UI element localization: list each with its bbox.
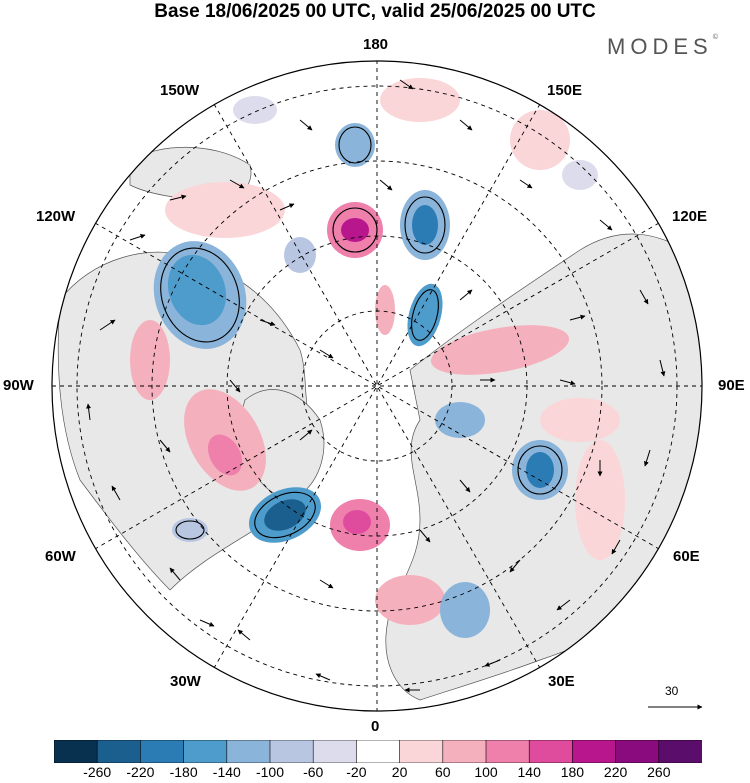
positive-anomaly <box>341 218 369 242</box>
lon-label-150w: 150W <box>160 82 200 99</box>
colorbar-swatch <box>442 740 487 763</box>
positive-anomaly <box>207 434 243 476</box>
positive-anomaly <box>375 285 395 335</box>
graticule <box>52 61 702 711</box>
colorbar-swatch <box>140 740 185 763</box>
positive-anomaly <box>540 398 620 442</box>
colorbar-tick-label: 180 <box>560 764 585 780</box>
colorbar-swatch <box>96 740 142 763</box>
negative-anomaly <box>435 402 485 438</box>
colorbar-swatch <box>572 740 617 763</box>
reference-vector-label: 30 <box>665 684 679 698</box>
positive-anomaly <box>343 510 371 534</box>
wind-vectors <box>86 79 666 693</box>
positive-anomaly <box>375 575 445 625</box>
colorbar-swatch <box>183 740 228 763</box>
colorbar-swatch <box>269 740 315 763</box>
lon-label-90w: 90W <box>3 377 34 394</box>
colorbar-swatch <box>528 740 574 763</box>
lon-label-120e: 120E <box>672 208 708 225</box>
colorbar-swatch <box>485 740 531 763</box>
colorbar-tick-label: 140 <box>517 764 541 780</box>
colorbar-tick-label: 260 <box>647 764 671 780</box>
lon-label-60e: 60E <box>673 548 700 565</box>
positive-anomaly <box>130 320 170 400</box>
colorbar-tick-label: -60 <box>303 764 324 780</box>
polar-anomaly-map <box>51 60 703 712</box>
negative-anomaly <box>562 160 598 190</box>
positive-anomaly <box>380 78 460 122</box>
colorbar-swatch <box>356 740 401 763</box>
colorbar-tick-label: 20 <box>391 764 408 780</box>
lon-label-30w: 30W <box>170 673 201 690</box>
colorbar-tick-label: 100 <box>474 764 498 780</box>
negative-anomaly <box>172 518 208 542</box>
colorbar-tick-label: -100 <box>255 764 285 780</box>
colorbar-swatch <box>226 740 271 763</box>
map-boundary <box>51 60 703 712</box>
negative-anomaly <box>526 452 554 488</box>
negative-anomaly <box>233 96 277 124</box>
colorbar-tick-label: -20 <box>346 764 367 780</box>
colorbar-swatch <box>658 740 702 763</box>
negative-anomaly <box>440 582 490 638</box>
lon-label-0: 0 <box>371 718 380 735</box>
negative-anomaly <box>335 123 375 167</box>
colorbar-swatch <box>399 740 444 763</box>
lon-label-90e: 90E <box>718 377 745 394</box>
positive-anomaly <box>430 325 570 375</box>
lon-label-150e: 150E <box>547 82 583 99</box>
negative-anomaly <box>407 283 443 347</box>
colorbar-tick-label: 60 <box>435 764 451 780</box>
lon-label-60w: 60W <box>45 548 76 565</box>
colorbar-tick-label: -180 <box>169 764 198 780</box>
colorbar-ticks: -260 -220 -180 -140 -100 -60 -20 20 60 100 140 180 2… <box>0 764 750 783</box>
colorbar <box>54 740 702 763</box>
anomaly-fields <box>130 78 625 638</box>
positive-anomaly <box>165 182 285 238</box>
lon-label-30e: 30E <box>548 673 575 690</box>
brand-logo: MODES© <box>607 34 718 60</box>
map-disk <box>52 61 702 711</box>
map-title: Base 18/06/2025 00 UTC, valid 25/06/2025… <box>154 1 596 22</box>
brand-name: MODES <box>607 34 713 59</box>
contours <box>160 126 563 540</box>
lon-label-180: 180 <box>363 36 389 53</box>
positive-anomaly <box>575 440 625 560</box>
brand-mark: © <box>712 34 718 41</box>
colorbar-tick-label: -260 <box>83 764 112 780</box>
negative-anomaly <box>264 499 306 531</box>
colorbar-tick-label: -140 <box>212 764 241 780</box>
colorbar-swatch <box>615 740 660 763</box>
colorbar-swatch <box>312 740 358 763</box>
negative-anomaly <box>284 237 316 273</box>
negative-anomaly <box>412 205 438 245</box>
lon-label-120w: 120W <box>36 208 76 225</box>
positive-anomaly <box>510 110 570 170</box>
colorbar-tick-label: -220 <box>126 764 155 780</box>
colorbar-swatch <box>54 740 99 763</box>
colorbar-tick-label: 220 <box>603 764 628 780</box>
